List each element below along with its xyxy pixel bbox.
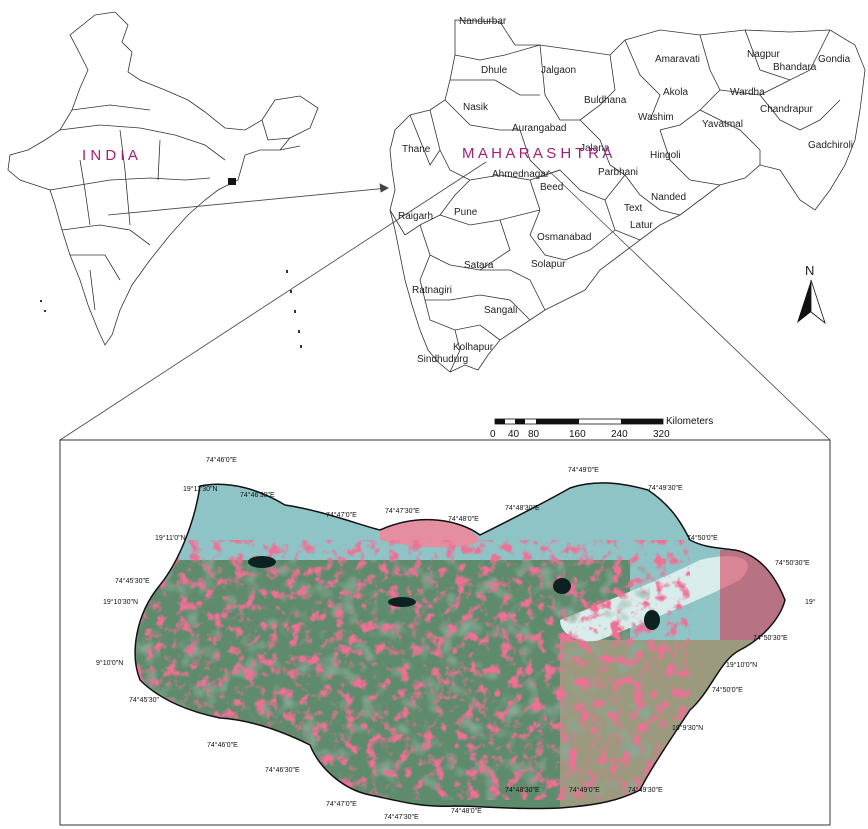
coordinate-label: 74°49'0"E: [569, 786, 600, 794]
coordinate-label: 74°50'0"E: [712, 686, 743, 694]
district-label: Nasik: [463, 102, 489, 113]
district-label: Jalgaon: [541, 65, 576, 76]
coordinate-labels: 74°46'0"E 19°11'30"N 74°46'30"E 19°11'0"…: [96, 456, 816, 821]
district-label: Raigarh: [398, 211, 433, 222]
district-label: Sangali: [484, 305, 517, 316]
scale-tick: 80: [528, 429, 540, 440]
scale-tick: 160: [569, 429, 586, 440]
district-label: Wardha: [730, 87, 765, 98]
district-label: Amaravati: [655, 54, 700, 65]
coordinate-label: 74°46'30"E: [265, 766, 300, 774]
maharashtra-outline: [389, 19, 866, 373]
district-label: Washim: [638, 112, 674, 123]
coordinate-label: 74°48'0"E: [448, 515, 479, 523]
coordinate-label: 19°9'30"N: [672, 724, 703, 732]
district-label: Nanded: [651, 192, 686, 203]
district-label: Chandrapur: [760, 104, 813, 115]
tripura-marker: [228, 178, 236, 185]
coordinate-label: 74°47'30"E: [385, 507, 420, 515]
state-label: M A H A R A S H T R A: [462, 145, 612, 162]
district-label: Dhule: [481, 65, 508, 76]
coordinate-label: 74°50'30"E: [753, 634, 788, 642]
district-label: Osmanabad: [537, 232, 591, 243]
district-label: Satara: [464, 260, 494, 271]
india-outline: [7, 11, 319, 346]
coordinate-label: 19°10'30"N: [103, 598, 138, 606]
north-label: N: [805, 263, 814, 278]
coordinate-label: 74°50'30"E: [775, 559, 810, 567]
scale-tick: 40: [508, 429, 520, 440]
islands: [40, 270, 302, 348]
coordinate-label: 74°47'0"E: [326, 800, 357, 808]
coordinate-label: 74°46'30"E: [240, 491, 275, 499]
coordinate-label: 74°48'0"E: [451, 807, 482, 815]
scale-tick: 240: [611, 429, 628, 440]
district-label: Beed: [540, 182, 563, 193]
district-label: Hingoli: [650, 150, 681, 161]
coordinate-label: 74°47'30"E: [384, 813, 419, 821]
district-labels: Nandurbar Dhule Jalgaon Amaravati Nagpur…: [398, 16, 853, 365]
district-label: Bhandara: [773, 62, 817, 73]
coordinate-label: 74°49'30"E: [648, 484, 683, 492]
scale-unit: Kilometers: [666, 416, 713, 427]
coordinate-label: 19°11'30"N: [183, 485, 218, 493]
district-label: Kolhapur: [453, 342, 494, 353]
district-label: Akola: [663, 87, 688, 98]
district-label: Aurangabad: [512, 123, 567, 134]
district-label: Text: [624, 203, 643, 214]
district-label: Solapur: [531, 259, 566, 270]
district-label: Gadchiroli: [808, 140, 853, 151]
coordinate-label: 19°10'0"N: [726, 661, 757, 669]
scale-tick: 320: [653, 429, 670, 440]
district-label: Buldhana: [584, 95, 627, 106]
district-label: Ahmednagar: [492, 169, 550, 180]
coordinate-label: 19°: [805, 598, 816, 606]
coordinate-label: 74°46'0"E: [207, 741, 238, 749]
coordinate-label: 74°46'0"E: [206, 456, 237, 464]
district-label: Nandurbar: [459, 16, 507, 27]
scale-bar: Kilometers 0 40 80 160 240 320: [490, 416, 713, 440]
coordinate-label: 74°49'0"E: [568, 466, 599, 474]
district-label: Pune: [454, 207, 478, 218]
coordinate-label: 74°47'0"E: [326, 511, 357, 519]
connector-lines: [59, 161, 831, 441]
coordinate-label: 74°49'30"E: [628, 786, 663, 794]
district-label: Jalana: [580, 143, 610, 154]
district-label: Gondia: [818, 54, 851, 65]
district-label: Ratnagiri: [412, 285, 452, 296]
scale-tick: 0: [490, 429, 496, 440]
coordinate-label: 74°48'30"E: [505, 786, 540, 794]
coordinate-label: 74°48'30"E: [505, 504, 540, 512]
district-label: Yavatmal: [702, 119, 743, 130]
north-arrow-icon: N: [797, 263, 826, 325]
district-label: Thane: [402, 144, 431, 155]
coordinate-label: 9°10'0"N: [96, 659, 123, 667]
india-label: I N D I A: [82, 147, 138, 164]
district-label: Latur: [630, 220, 653, 231]
coordinate-label: 74°45'30"E: [115, 577, 150, 585]
district-label: Parbhani: [598, 167, 638, 178]
coordinate-label: 74°50'0"E: [687, 534, 718, 542]
district-label: Nagpur: [747, 49, 780, 60]
district-label: Sindhudurg: [417, 354, 468, 365]
coordinate-label: 19°11'0"N: [155, 534, 186, 542]
coordinate-label: 74°45'30": [129, 696, 159, 704]
